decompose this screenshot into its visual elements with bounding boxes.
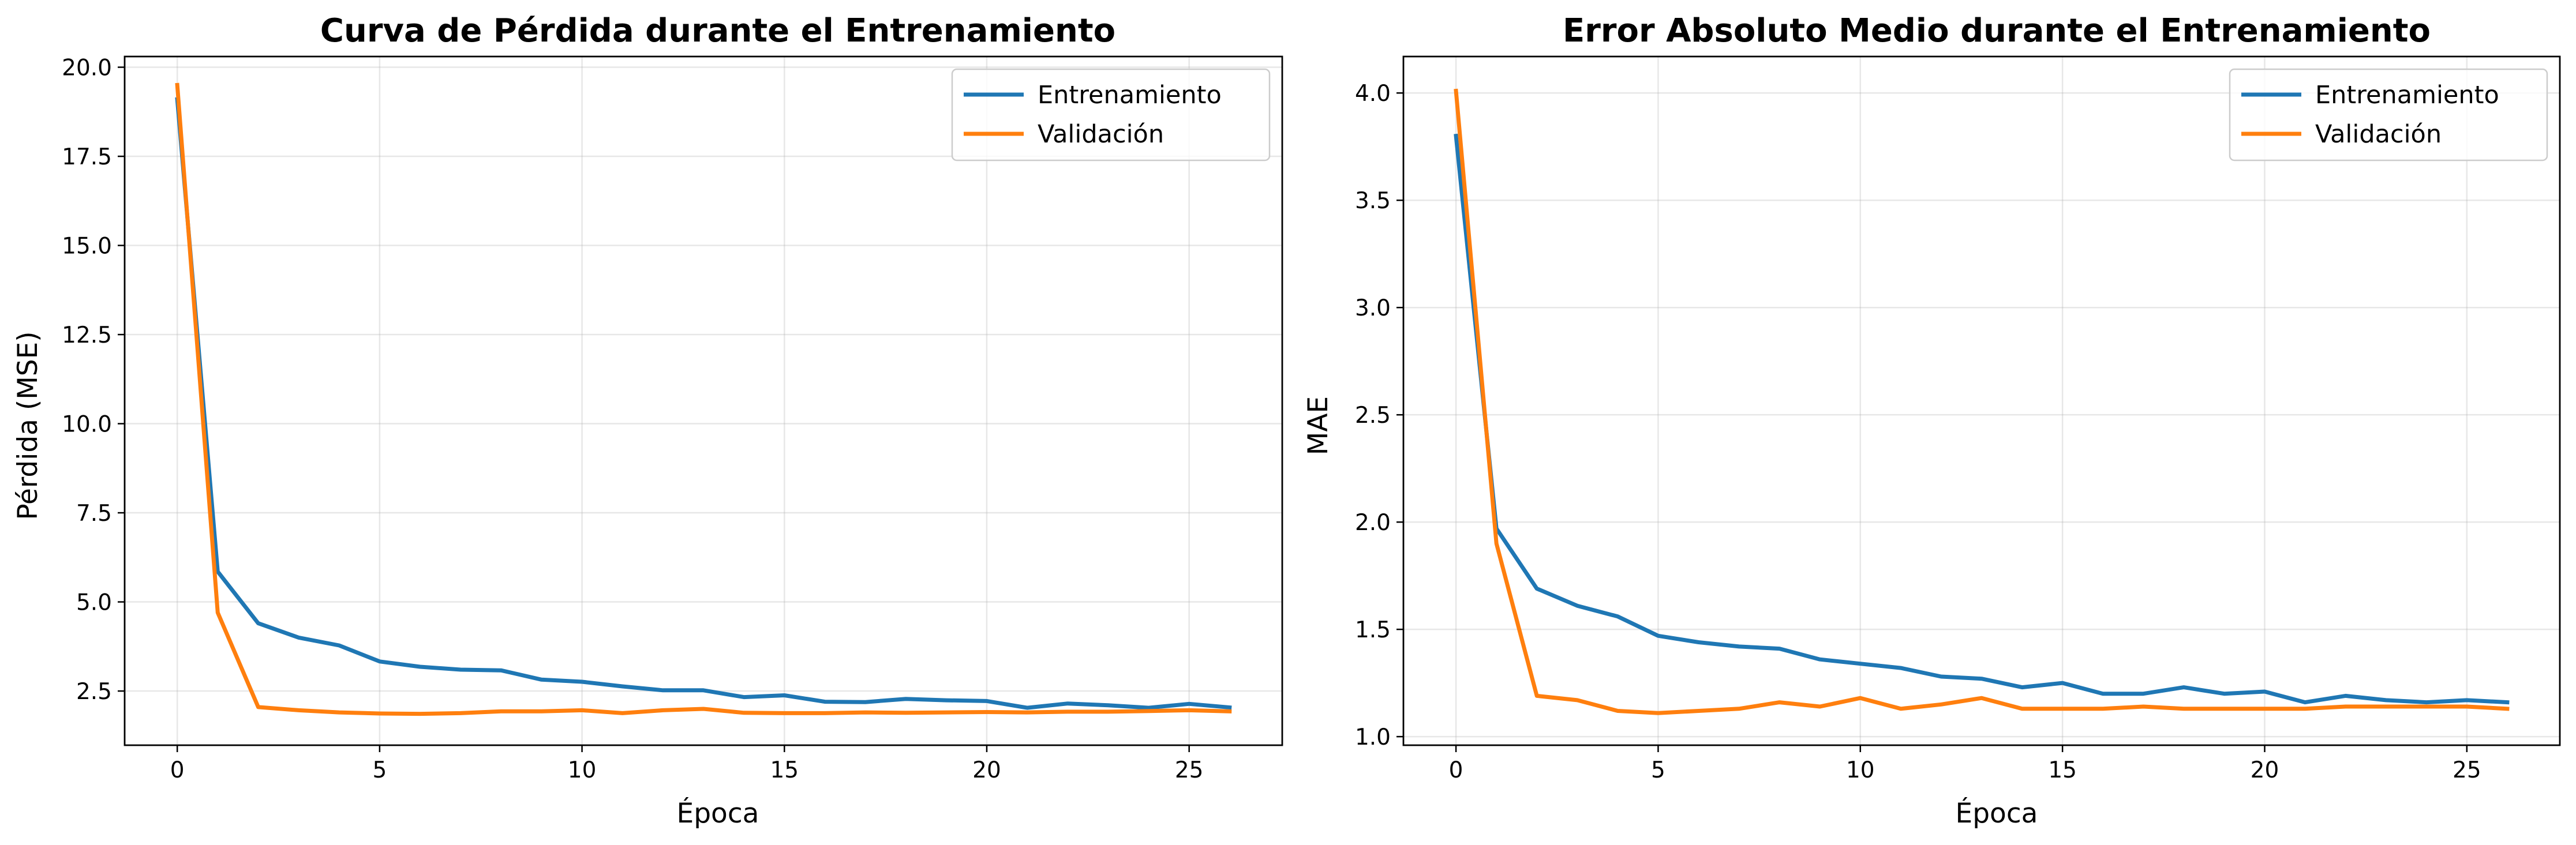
mae-chart-title: Error Absoluto Medio durante el Entrenam… — [1563, 12, 2431, 50]
mae-chart-xlabel: Época — [1956, 798, 2038, 829]
loss-chart-panel: Curva de Pérdida durante el Entrenamient… — [12, 12, 1283, 829]
mae-xtick-label: 0 — [1449, 757, 1463, 783]
loss-ytick-label: 5.0 — [76, 590, 112, 616]
mae-grid — [1403, 57, 2560, 745]
loss-xtick-label: 5 — [372, 757, 387, 783]
loss-ytick-label: 17.5 — [62, 144, 112, 170]
mae-series-train-line — [1454, 133, 2510, 705]
loss-ytick-label: 20.0 — [62, 55, 112, 81]
loss-ytick-label: 2.5 — [76, 679, 112, 705]
loss-chart-xlabel: Época — [677, 798, 759, 829]
mae-legend: Entrenamiento Validación — [2229, 68, 2548, 162]
loss-series-val-line — [175, 82, 1232, 716]
loss-legend-box — [951, 68, 1271, 162]
loss-legend-label-val: Validación — [1038, 120, 1164, 149]
loss-chart-title: Curva de Pérdida durante el Entrenamient… — [320, 12, 1115, 50]
loss-plot-frame — [123, 55, 1283, 746]
mae-xtick-label: 5 — [1651, 757, 1665, 783]
mae-xtick-label: 25 — [2453, 757, 2481, 783]
loss-series-train-line — [175, 97, 1232, 710]
mae-xtick-label: 10 — [1846, 757, 1875, 783]
mae-legend-box — [2229, 68, 2548, 162]
mae-ytick-label: 2.0 — [1355, 510, 1391, 536]
mae-legend-label-val: Validación — [2315, 120, 2442, 149]
mae-ytick-label: 4.0 — [1355, 81, 1391, 107]
loss-legend: Entrenamiento Validación — [951, 68, 1271, 162]
loss-xtick-label: 20 — [972, 757, 1001, 783]
mae-chart-panel: Error Absoluto Medio durante el Entrenam… — [1302, 12, 2561, 829]
loss-ytick-label: 7.5 — [76, 501, 112, 527]
mae-xtick-label: 15 — [2048, 757, 2077, 783]
loss-xtick-label: 0 — [170, 757, 185, 783]
loss-ytick-label: 10.0 — [62, 412, 112, 438]
loss-ytick-label: 12.5 — [62, 322, 112, 348]
mae-ytick-label: 1.5 — [1355, 617, 1391, 643]
mae-plot-frame — [1402, 55, 2561, 746]
loss-xtick-label: 15 — [770, 757, 799, 783]
mae-ytick-label: 2.5 — [1355, 403, 1391, 429]
loss-xtick-label: 25 — [1175, 757, 1204, 783]
mae-ytick-label: 1.0 — [1355, 724, 1391, 750]
loss-ytick-label: 15.0 — [62, 234, 112, 260]
loss-legend-label-train: Entrenamiento — [1038, 81, 1222, 110]
mae-chart-ylabel: MAE — [1302, 396, 1334, 455]
mae-series-val-line — [1454, 88, 2510, 715]
loss-xtick-label: 10 — [568, 757, 597, 783]
mae-legend-label-train: Entrenamiento — [2315, 81, 2499, 110]
mae-xtick-label: 20 — [2251, 757, 2279, 783]
mae-ytick-label: 3.5 — [1355, 188, 1391, 214]
mae-ytick-label: 3.0 — [1355, 295, 1391, 321]
loss-chart-ylabel: Pérdida (MSE) — [12, 331, 44, 520]
